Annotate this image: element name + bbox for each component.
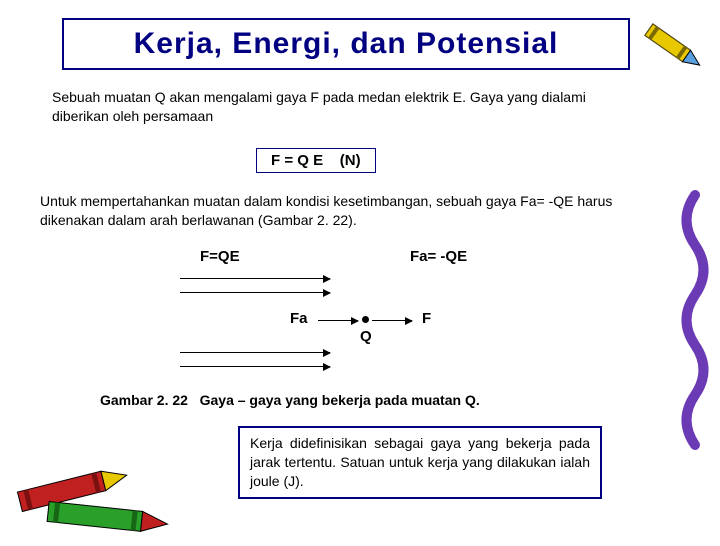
label-fa-qe: Fa= -QE [410,248,467,265]
crayon-top-right [634,6,714,86]
formula-box: F = Q E (N) [256,148,376,173]
label-fa: Fa [290,310,308,327]
field-arrow [180,352,330,353]
paragraph-1: Sebuah muatan Q akan mengalami gaya F pa… [52,88,638,126]
definition-box: Kerja didefinisikan sebagai gaya yang be… [238,426,602,499]
fa-arrow [318,320,358,321]
page-title: Kerja, Energi, dan Potensial [134,27,559,61]
field-arrow [180,292,330,293]
force-diagram: F=QE Fa= -QE Fa Q F [180,248,540,378]
title-box: Kerja, Energi, dan Potensial [62,18,630,70]
formula-text: F = Q E (N) [271,152,361,169]
definition-text: Kerja didefinisikan sebagai gaya yang be… [250,435,590,489]
label-fqe: F=QE [200,248,240,265]
label-f: F [422,310,431,327]
charge-dot [362,316,369,323]
figure-caption: Gambar 2. 22 Gaya – gaya yang bekerja pa… [100,392,620,408]
field-arrow [180,366,330,367]
label-q: Q [360,328,372,345]
squiggle-right [670,190,720,450]
paragraph-2: Untuk mempertahankan muatan dalam kondis… [40,192,660,230]
field-arrow [180,278,330,279]
crayon-bottom-left-green [40,486,180,546]
f-arrow [372,320,412,321]
